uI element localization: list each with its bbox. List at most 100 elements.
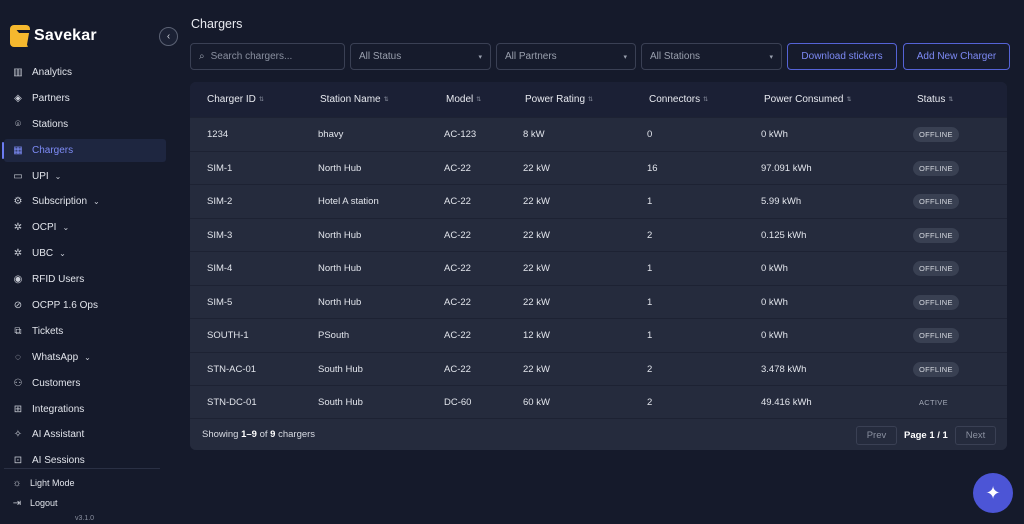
cell-model: AC-22 [444, 229, 471, 241]
sidebar-item-label: Subscription [32, 196, 88, 208]
logout-button[interactable]: ⇥ Logout [10, 496, 58, 510]
download-stickers-button[interactable]: Download stickers [787, 43, 897, 70]
brand[interactable]: Savekar [10, 25, 97, 47]
sidebar-item-label: Chargers [32, 144, 74, 156]
table-row[interactable]: STN-AC-01 South Hub AC-22 22 kW 2 3.478 kWh OF… [190, 351, 1007, 386]
sidebar-item-stations[interactable]: ⌾ Stations [4, 113, 166, 136]
sidebar-item-label: UPI [32, 170, 49, 182]
partners-filter-select[interactable]: All Partners ▾ [496, 43, 636, 70]
next-page-button[interactable]: Next [955, 426, 996, 445]
cell-connectors: 2 [647, 397, 653, 408]
column-header-status[interactable]: Status ⇅ [917, 82, 953, 117]
cell-status: OFFLINE [913, 252, 959, 285]
column-header-label: Power Rating [525, 94, 586, 105]
column-header-model[interactable]: Model ⇅ [446, 82, 481, 117]
collapse-sidebar-button[interactable]: ‹ [159, 27, 178, 46]
table-row[interactable]: SIM-5 North Hub AC-22 22 kW 1 0 kWh OFFLINE [190, 284, 1007, 319]
cell-model: AC-22 [444, 263, 471, 274]
light-mode-toggle[interactable]: ☼ Light Mode [10, 476, 75, 490]
status-filter-select[interactable]: All Status ▾ [350, 43, 491, 70]
subscription-icon: ⚙ [13, 196, 23, 208]
table-row[interactable]: SOUTH-1 PSouth AC-22 12 kW 1 0 kWh OFFLINE [190, 318, 1007, 352]
cell-consumed: 0 kWh [761, 129, 788, 140]
column-header-connectors[interactable]: Connectors ⇅ [649, 82, 708, 117]
cell-power: 60 kW [523, 397, 550, 408]
cell-connectors: 1 [647, 330, 653, 341]
sidebar-item-partners[interactable]: ◈ Partners [4, 87, 166, 110]
cell-power: 22 kW [523, 196, 550, 207]
column-header-label: Connectors [649, 94, 701, 105]
sidebar-item-label: UBC [32, 248, 54, 260]
light-mode-label: Light Mode [30, 478, 75, 488]
status-badge: ACTIVE [919, 398, 948, 407]
column-header-station-name[interactable]: Station Name ⇅ [320, 82, 389, 117]
sidebar-item-analytics[interactable]: ▥ Analytics [4, 61, 166, 84]
showing-total: 9 [270, 429, 276, 440]
sidebar-item-chargers[interactable]: ▦ Chargers [2, 138, 166, 162]
search-icon: ⌕ [199, 51, 205, 62]
status-badge: OFFLINE [913, 194, 959, 209]
table-row[interactable]: SIM-1 North Hub AC-22 22 kW 16 97.091 kWh OFFL… [190, 150, 1007, 185]
cell-connectors: 0 [647, 129, 653, 140]
table-row[interactable]: STN-DC-01 South Hub DC-60 60 kW 2 49.416 kWh A… [190, 385, 1007, 419]
sparkle-icon: ✧ [13, 429, 23, 441]
chevron-down-icon: ⌄ [59, 249, 66, 259]
sidebar-item-ocpi[interactable]: ✲ OCPI ⌄ [4, 216, 166, 239]
sidebar-item-customers[interactable]: ⚇ Customers [4, 372, 166, 395]
prev-page-button[interactable]: Prev [856, 426, 897, 445]
column-header-power-rating[interactable]: Power Rating ⇅ [525, 82, 593, 117]
cell-connectors: 16 [647, 162, 658, 174]
cell-id: SIM-1 [207, 162, 233, 174]
chevron-down-icon: ⌄ [62, 223, 70, 233]
sidebar-item-integrations[interactable]: ⊞ Integrations [4, 398, 166, 421]
sidebar-item-upi[interactable]: ▭ UPI ⌄ [4, 165, 166, 188]
cell-power: 22 kW [523, 162, 550, 174]
sidebar-item-label: Analytics [32, 67, 73, 78]
sidebar-item-ai-assistant[interactable]: ✧ AI Assistant [4, 423, 166, 446]
cell-consumed: 0.125 kWh [761, 229, 807, 241]
column-header-label: Charger ID [207, 94, 256, 105]
sidebar-item-label: WhatsApp [32, 351, 79, 363]
table-row[interactable]: SIM-2 Hotel A station AC-22 22 kW 1 5.99 kWh O… [190, 184, 1007, 218]
column-header-power-consumed[interactable]: Power Consumed ⇅ [764, 82, 852, 117]
sidebar-item-rfid-users[interactable]: ◉ RFID Users [4, 268, 166, 291]
cell-connectors: 1 [647, 196, 653, 207]
search-input[interactable] [210, 51, 331, 62]
cell-status: ACTIVE [913, 386, 954, 419]
status-badge: OFFLINE [913, 261, 959, 276]
cell-station: South Hub [318, 397, 363, 408]
cell-status: OFFLINE [913, 319, 959, 352]
ticket-icon: ⧉ [14, 325, 22, 337]
sidebar-item-tickets[interactable]: ⧉ Tickets [4, 320, 166, 343]
sidebar-item-label: AI Sessions [32, 455, 85, 467]
cell-connectors: 2 [647, 229, 653, 241]
column-header-label: Power Consumed [764, 94, 844, 105]
cell-station: North Hub [318, 263, 362, 274]
table-row[interactable]: SIM-3 North Hub AC-22 22 kW 2 0.125 kWh OFFLIN… [190, 217, 1007, 252]
sidebar-item-ubc[interactable]: ✲ UBC ⌄ [4, 242, 166, 265]
sidebar-item-ai-sessions[interactable]: ⊡ AI Sessions [4, 449, 166, 472]
ai-assistant-fab[interactable]: ✦ [973, 473, 1013, 513]
cell-status: OFFLINE [913, 219, 959, 252]
stations-filter-select[interactable]: All Stations ▾ [641, 43, 782, 70]
column-header-charger-id[interactable]: Charger ID ⇅ [207, 82, 264, 117]
sidebar-item-label: Tickets [32, 325, 64, 337]
cell-consumed: 0 kWh [761, 330, 788, 341]
sidebar-item-label: RFID Users [32, 274, 85, 286]
table-row[interactable]: 1234 bhavy AC-123 8 kW 0 0 kWh OFFLINE [190, 117, 1007, 151]
status-badge: OFFLINE [913, 361, 959, 377]
table-footer: Showing 1–9 of 9 chargers Prev Page 1 / … [190, 418, 1007, 450]
search-box[interactable]: ⌕ [190, 43, 345, 70]
table-row[interactable]: SIM-4 North Hub AC-22 22 kW 1 0 kWh OFFLINE [190, 251, 1007, 285]
brand-name: Savekar [34, 27, 97, 44]
showing-suffix: chargers [275, 429, 316, 440]
sidebar-item-whatsapp[interactable]: ◌ WhatsApp ⌄ [4, 346, 166, 369]
cell-model: AC-123 [444, 129, 477, 140]
add-new-charger-button[interactable]: Add New Charger [903, 43, 1010, 70]
cell-consumed: 49.416 kWh [761, 397, 812, 408]
charger-icon: ▦ [13, 144, 23, 156]
sidebar-item-subscription[interactable]: ⚙ Subscription ⌄ [4, 190, 166, 213]
sidebar-item-ocpp-1-6-ops[interactable]: ⊘ OCPP 1.6 Ops [4, 294, 166, 317]
sidebar: Savekar ‹ ▥ Analytics ◈ Partners ⌾ Stations ▦ C… [0, 0, 178, 524]
users-icon: ⚇ [13, 377, 23, 389]
